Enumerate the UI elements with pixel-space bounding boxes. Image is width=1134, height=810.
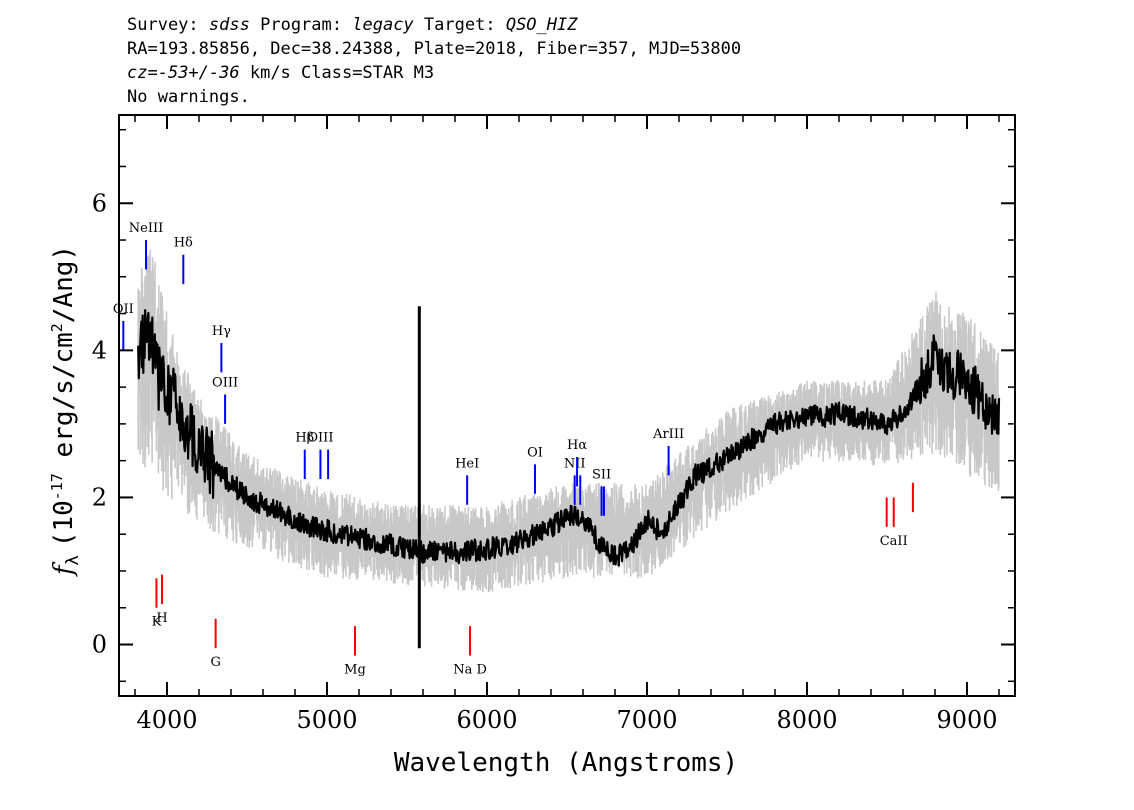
coordinates-line: RA=193.85856, Dec=38.24388, Plate=2018, …: [127, 39, 742, 59]
x-tick-label: 5000: [296, 706, 357, 734]
emission-label: Hβ: [295, 431, 314, 446]
redshift-line: cz=-53+/-36 km/s Class=STAR M3: [127, 61, 741, 85]
x-tick-label: 7000: [616, 706, 677, 734]
flux-line: [137, 309, 1001, 567]
emission-label: OIII: [212, 375, 238, 390]
warnings-line: No warnings.: [127, 87, 250, 107]
target-value: QSO_HIZ: [505, 15, 578, 35]
x-tick-label: 4000: [136, 706, 197, 734]
emission-label: HeI: [455, 456, 479, 471]
program-value: legacy: [352, 15, 414, 35]
survey-value: sdss: [208, 15, 250, 35]
y-axis-title-end: /Ang): [49, 245, 79, 323]
spectrum-header: Survey: sdss Program: legacy Target: QSO…: [127, 13, 741, 109]
y-axis-title-sub: λ: [63, 555, 83, 565]
y-axis-title: fλ(10-17 erg/s/cm2/Ang): [48, 245, 83, 577]
emission-label: OIII: [307, 431, 333, 446]
cz-value: -53+/-36: [157, 63, 240, 83]
emission-label: OII: [113, 302, 134, 317]
y-axis-title-exp1: -17: [48, 473, 66, 500]
survey-line: Survey: sdss Program: legacy Target: QSO…: [127, 13, 741, 37]
y-tick-label: 4: [92, 336, 107, 364]
x-tick-label: 6000: [456, 706, 517, 734]
program-label: Program:: [260, 15, 342, 35]
absorption-label: K: [152, 615, 162, 630]
emission-label: NII: [564, 456, 586, 471]
x-tick-label: 8000: [776, 706, 837, 734]
x-axis-title: Wavelength (Angstroms): [394, 748, 738, 778]
y-axis-title-mid: erg/s/cm: [49, 332, 79, 473]
emission-label: Hα: [567, 438, 587, 453]
y-tick-label: 2: [92, 483, 107, 511]
absorption-label: Mg: [344, 663, 366, 678]
absorption-label: H: [156, 611, 167, 626]
y-tick-label: 0: [92, 631, 107, 659]
absorption-label: CaII: [880, 534, 908, 549]
cz-label: cz=: [127, 63, 158, 83]
flux-series: [137, 306, 1001, 649]
x-tick-label: 9000: [936, 706, 997, 734]
emission-label: ArIII: [652, 427, 684, 442]
class-text: km/s Class=STAR M3: [239, 63, 435, 83]
absorption-label: G: [210, 655, 220, 670]
absorption-label: Na D: [453, 663, 487, 678]
spectral-line-markers: OIINeIIIHδHγOIIIHβOIIIHeIOINIIHαSIIArIII…: [113, 221, 914, 678]
y-axis-title-units: (10: [49, 500, 79, 547]
emission-label: SII: [592, 467, 611, 482]
plot-frame: [118, 114, 1016, 697]
y-axis-title-exp2: 2: [48, 323, 66, 332]
y-tick-label: 6: [92, 189, 107, 217]
emission-label: Hγ: [212, 324, 231, 339]
target-label: Target:: [423, 15, 496, 35]
emission-label: Hδ: [174, 236, 193, 251]
axis-ticks: 4000 5000 6000 7000 8000 9000 0 2 4 6: [92, 115, 1015, 734]
emission-label: NeIII: [129, 221, 163, 236]
survey-label: Survey:: [127, 15, 199, 35]
emission-label: OI: [527, 445, 543, 460]
